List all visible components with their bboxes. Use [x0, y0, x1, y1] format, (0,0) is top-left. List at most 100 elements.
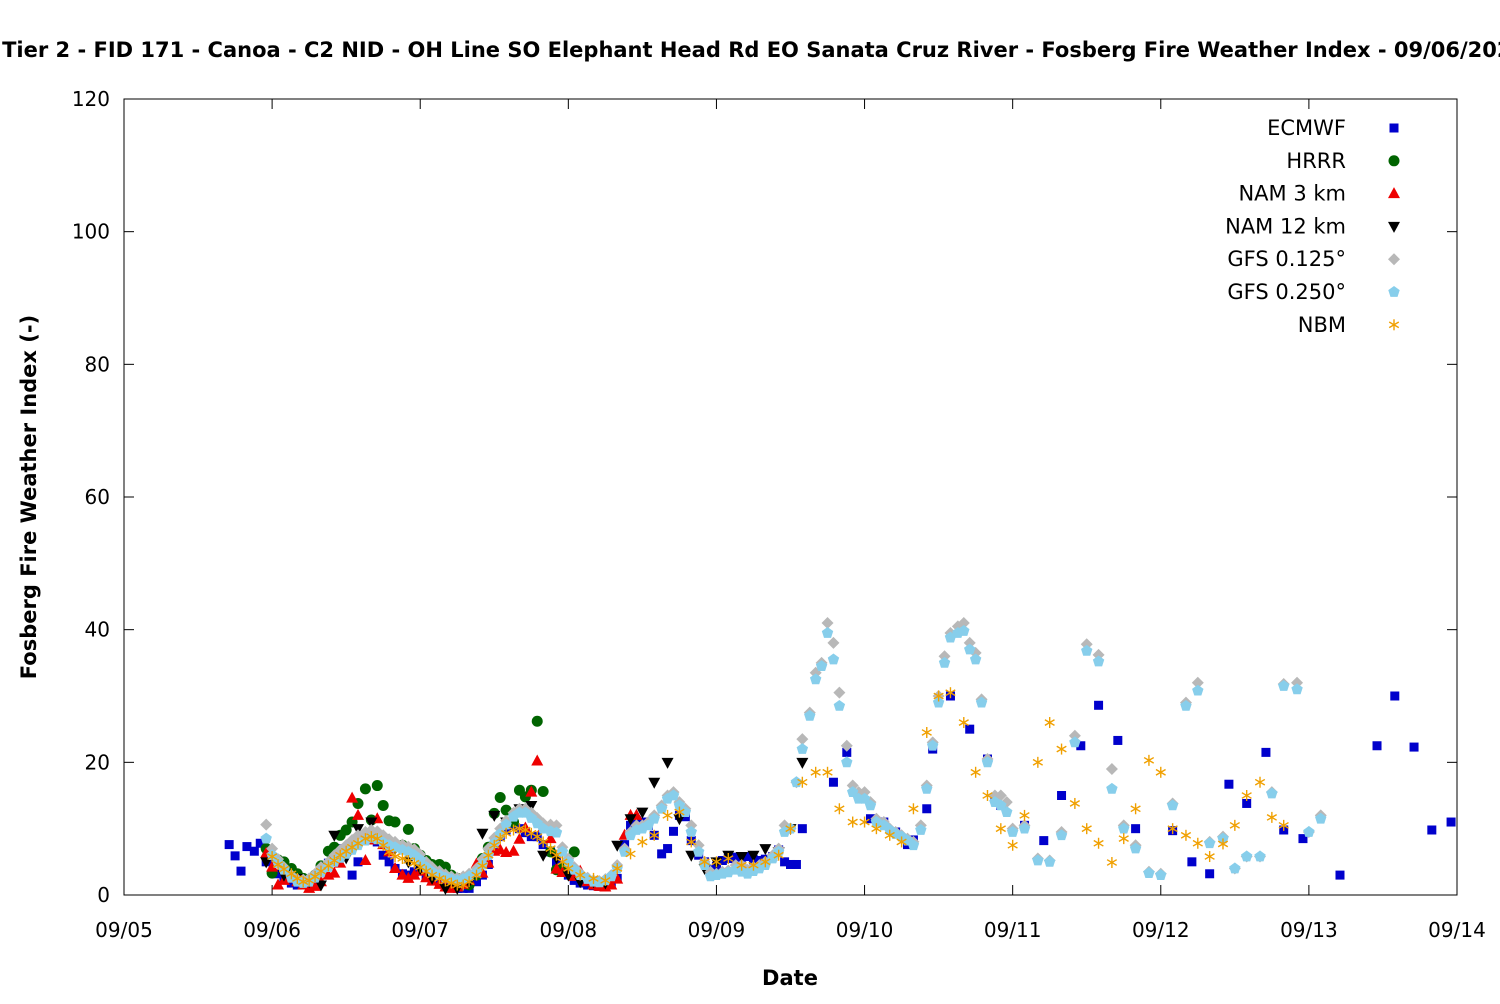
data-point	[389, 861, 402, 873]
data-point	[1055, 829, 1068, 841]
data-point	[551, 849, 562, 861]
data-point	[1242, 798, 1252, 808]
data-point	[668, 826, 678, 836]
data-point	[396, 868, 409, 880]
data-point	[625, 848, 636, 860]
data-point	[1291, 683, 1303, 695]
data-point	[476, 828, 489, 840]
data-point	[1069, 736, 1081, 748]
data-point	[1166, 799, 1179, 811]
y-tick-label: 80	[85, 352, 110, 376]
data-point	[958, 717, 969, 729]
x-tick-label: 09/10	[836, 918, 894, 942]
data-point	[260, 857, 273, 869]
data-point	[624, 814, 637, 826]
data-point	[1180, 829, 1192, 841]
data-point	[1007, 839, 1018, 851]
data-point	[323, 860, 334, 872]
data-point	[360, 833, 371, 845]
series-gfs-0-250-	[260, 624, 1327, 888]
data-point	[673, 799, 686, 811]
data-point	[352, 808, 365, 820]
data-point	[439, 883, 452, 895]
data-point	[483, 849, 494, 861]
data-point	[365, 817, 378, 829]
data-point	[975, 696, 988, 708]
data-point	[1446, 817, 1456, 827]
data-point	[957, 617, 970, 630]
data-point	[821, 617, 834, 630]
legend-item: NAM 3 km	[1238, 182, 1400, 206]
data-point	[1105, 762, 1118, 775]
data-point	[347, 870, 357, 880]
data-point	[995, 823, 1006, 835]
data-point	[759, 844, 772, 856]
data-point	[340, 824, 352, 836]
data-point	[1192, 684, 1204, 696]
data-point	[810, 766, 821, 778]
data-point	[896, 836, 907, 848]
data-point	[1372, 741, 1382, 751]
data-point	[384, 857, 394, 867]
data-point	[964, 643, 976, 655]
data-point	[329, 855, 340, 867]
data-point	[588, 872, 599, 884]
legend-item: NAM 12 km	[1225, 214, 1400, 238]
data-point	[711, 856, 722, 868]
legend-item: NBM	[1298, 313, 1400, 337]
data-point	[230, 851, 240, 861]
data-point	[827, 636, 840, 649]
chart-title: Tier 2 - FID 171 - Canoa - C2 NID - OH L…	[2, 38, 1500, 62]
data-point	[544, 832, 557, 844]
data-point	[969, 653, 982, 665]
data-point	[842, 747, 852, 757]
y-tick-label: 120	[72, 87, 110, 111]
data-point	[1130, 803, 1141, 815]
legend-label: HRRR	[1286, 149, 1346, 173]
data-point	[366, 831, 377, 843]
data-point	[982, 790, 993, 801]
data-point	[1043, 855, 1056, 867]
data-point	[648, 812, 660, 824]
data-point	[786, 859, 795, 869]
data-point	[884, 829, 895, 841]
data-point	[494, 791, 506, 803]
data-point	[864, 799, 877, 811]
data-point	[1204, 851, 1215, 863]
data-point	[1143, 867, 1155, 878]
data-point	[377, 799, 389, 811]
data-point	[1129, 842, 1142, 854]
data-point	[933, 690, 944, 702]
data-point	[1056, 743, 1067, 755]
data-point	[550, 862, 563, 874]
data-point	[224, 840, 234, 850]
data-point	[1217, 832, 1229, 844]
data-point	[489, 839, 500, 851]
data-point	[440, 875, 451, 887]
data-point	[699, 856, 710, 868]
data-point	[965, 724, 975, 734]
data-point	[309, 879, 322, 891]
data-point	[834, 803, 845, 815]
data-point	[508, 824, 519, 836]
legend-label: GFS 0.125°	[1227, 247, 1346, 271]
data-point	[359, 783, 371, 795]
data-point	[402, 823, 414, 835]
data-point	[471, 869, 482, 881]
data-point	[426, 869, 438, 881]
data-point	[970, 766, 981, 778]
data-point	[371, 780, 383, 792]
data-point	[286, 868, 297, 880]
data-point	[926, 739, 939, 751]
x-tick-label: 09/13	[1280, 918, 1338, 942]
data-point	[662, 809, 673, 821]
data-point	[328, 830, 341, 842]
data-point	[1019, 809, 1030, 821]
data-point	[922, 804, 932, 814]
legend-marker	[1388, 253, 1400, 266]
legend-label: NBM	[1298, 313, 1346, 337]
data-point	[359, 854, 372, 866]
data-point	[773, 849, 784, 861]
data-point	[1118, 822, 1130, 834]
data-point	[1094, 700, 1104, 710]
